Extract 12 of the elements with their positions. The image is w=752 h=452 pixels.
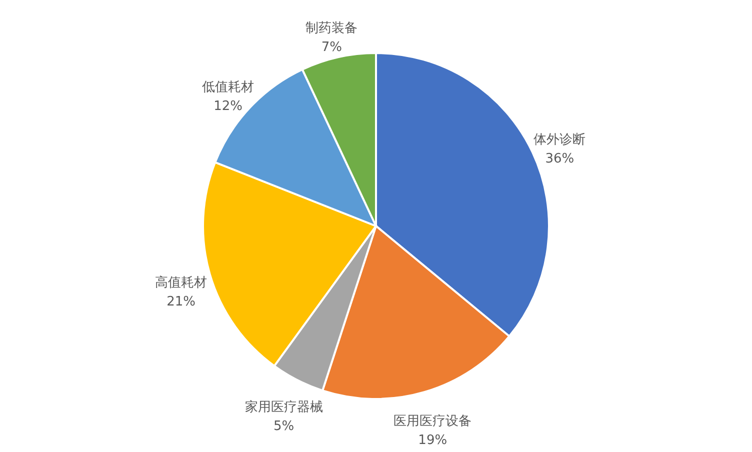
slice-label: 家用医疗器械 xyxy=(244,398,323,415)
data-label: 7% xyxy=(321,40,342,55)
data-label: 12% xyxy=(214,99,242,114)
slice-label: 高值耗材 xyxy=(155,274,208,291)
data-label: 19% xyxy=(418,432,448,448)
slice-label: 体外诊断 xyxy=(534,132,586,148)
slice-label: 制药装备 xyxy=(306,20,358,36)
data-label: 5% xyxy=(274,418,294,434)
slice-label: 医用医疗设备 xyxy=(394,414,472,429)
slice-label: 低值耗材 xyxy=(202,80,254,96)
data-label: 36% xyxy=(545,152,574,167)
data-label: 21% xyxy=(166,294,196,310)
